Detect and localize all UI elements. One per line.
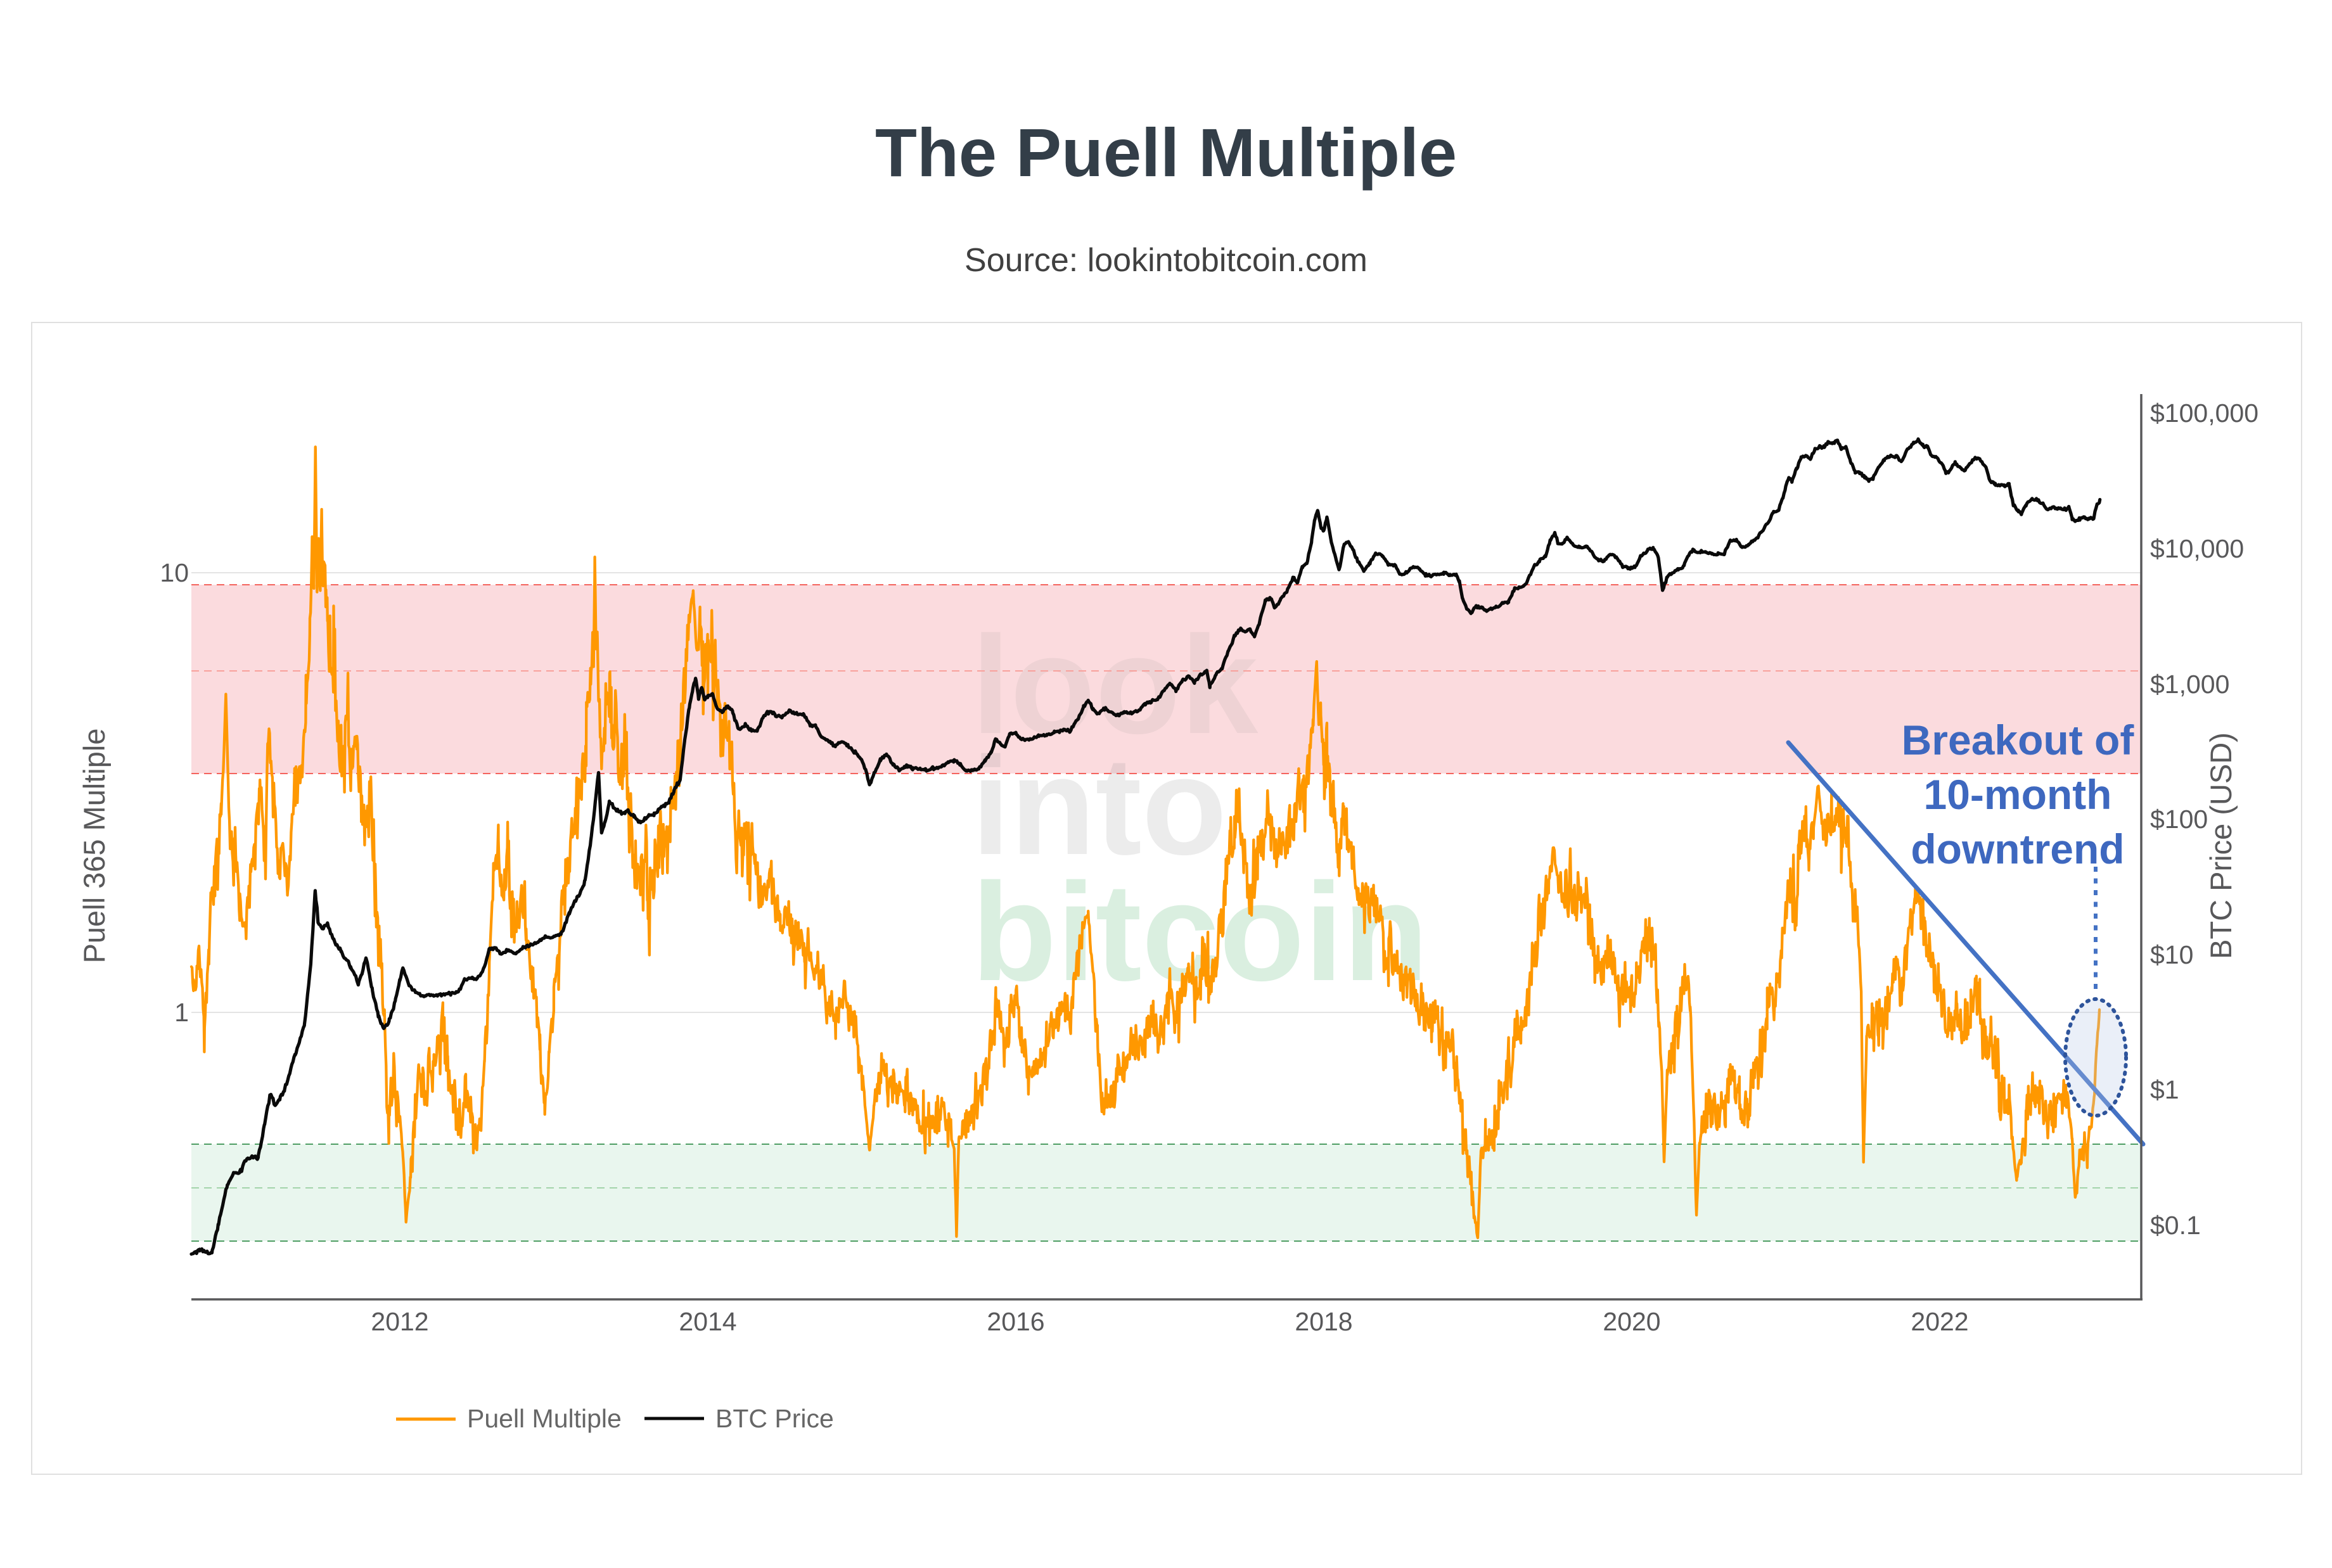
svg-text:Puell 365 Multiple: Puell 365 Multiple (77, 729, 111, 964)
svg-text:$1: $1 (2150, 1075, 2179, 1104)
svg-text:downtrend: downtrend (1911, 825, 2124, 872)
svg-text:$100,000: $100,000 (2150, 398, 2258, 428)
svg-text:2020: 2020 (1603, 1307, 1660, 1336)
svg-text:2012: 2012 (371, 1307, 428, 1336)
svg-text:into: into (971, 728, 1227, 884)
svg-text:2014: 2014 (679, 1307, 736, 1336)
svg-text:Puell Multiple: Puell Multiple (467, 1404, 622, 1433)
svg-text:1: 1 (174, 998, 189, 1027)
svg-text:Source: lookintobitcoin.com: Source: lookintobitcoin.com (964, 242, 1368, 279)
svg-text:$10: $10 (2150, 940, 2193, 969)
svg-text:$1,000: $1,000 (2150, 670, 2229, 699)
svg-text:BTC Price: BTC Price (715, 1404, 834, 1433)
svg-text:10-month: 10-month (1924, 771, 2112, 818)
svg-text:$100: $100 (2150, 805, 2208, 834)
svg-text:$10,000: $10,000 (2150, 534, 2244, 563)
svg-text:$0.1: $0.1 (2150, 1211, 2201, 1240)
svg-text:2018: 2018 (1295, 1307, 1352, 1336)
svg-text:10: 10 (160, 558, 189, 587)
svg-text:BTC Price (USD): BTC Price (USD) (2204, 732, 2238, 959)
svg-text:2022: 2022 (1911, 1307, 1968, 1336)
svg-text:The Puell Multiple: The Puell Multiple (875, 114, 1457, 191)
svg-text:2016: 2016 (987, 1307, 1044, 1336)
svg-text:Breakout of: Breakout of (1902, 717, 2135, 763)
